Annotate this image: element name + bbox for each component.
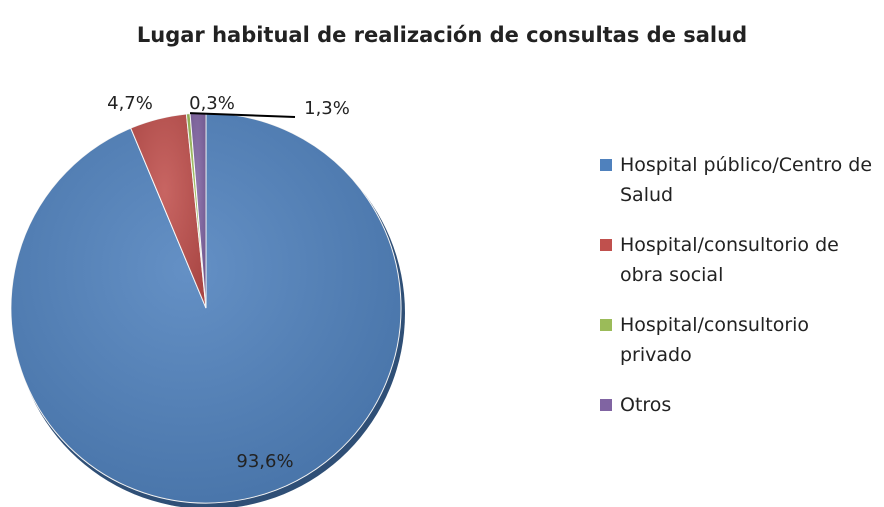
legend-item: Hospital/consultorio de obra social: [600, 230, 880, 290]
legend-swatch: [600, 319, 612, 331]
chart-title: Lugar habitual de realización de consult…: [137, 23, 747, 47]
legend-label: Hospital/consultorio de obra social: [620, 234, 839, 286]
legend-swatch: [600, 399, 612, 411]
slice-shade: [130, 113, 206, 309]
legend-item: Otros: [600, 390, 880, 420]
legend-label: Hospital/consultorio privado: [620, 314, 810, 366]
slice-shade: [190, 113, 206, 308]
legend-swatch: [600, 239, 612, 251]
data-label: 1,3%: [304, 98, 350, 119]
data-label: 0,3%: [189, 93, 235, 114]
legend-item: Hospital público/Centro de Salud: [600, 150, 880, 210]
data-label: 93,6%: [236, 451, 293, 472]
leader-line: [189, 112, 296, 118]
data-label: 4,7%: [107, 93, 153, 114]
legend: Hospital público/Centro de Salud Hospital…: [600, 150, 880, 440]
legend-label: Otros: [620, 394, 672, 416]
slice-shade: [186, 113, 206, 308]
legend-label: Hospital público/Centro de Salud: [620, 154, 873, 206]
legend-item: Hospital/consultorio privado: [600, 310, 880, 370]
legend-swatch: [600, 159, 612, 171]
